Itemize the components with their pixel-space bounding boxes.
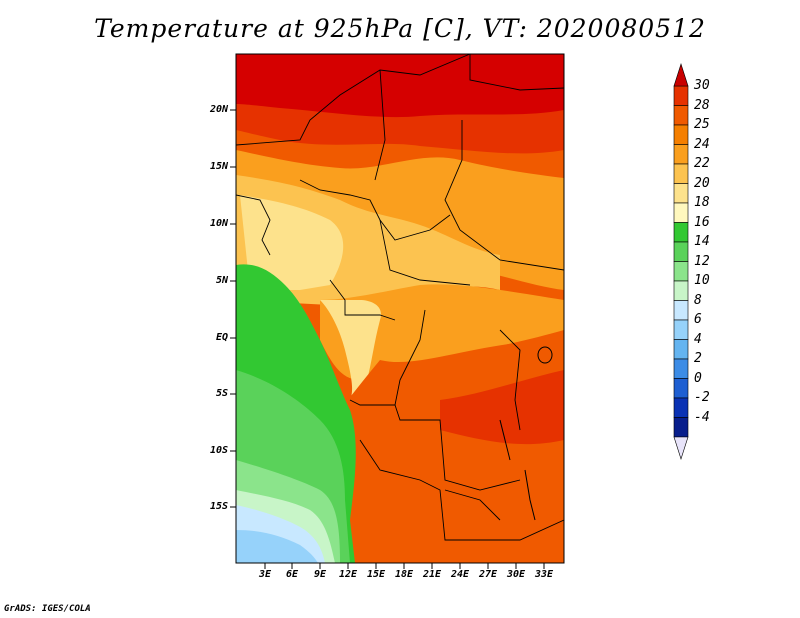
colorbar [673, 63, 689, 460]
lon-label: 6E [285, 569, 299, 580]
lon-label: 27E [478, 569, 498, 580]
colorbar-swatch [673, 105, 689, 126]
colorbar-label: 8 [694, 292, 702, 308]
temperature-field [236, 54, 564, 563]
lon-label: 9E [313, 569, 327, 580]
colorbar-label: -2 [694, 390, 710, 405]
colorbar-swatch [673, 339, 689, 360]
colorbar-swatch [673, 85, 689, 106]
map-title: Temperature at 925hPa [C], VT: 202008051… [94, 14, 706, 43]
country-borders [236, 54, 564, 541]
lon-label: 21E [422, 569, 442, 580]
colorbar-label: 30 [694, 78, 710, 93]
water-bodies [499, 346, 553, 521]
colorbar-label: 10 [694, 273, 710, 288]
lon-label: 24E [450, 569, 470, 580]
colorbar-label: 24 [694, 136, 710, 152]
colorbar-swatch [673, 300, 689, 321]
colorbar-swatch [673, 261, 689, 282]
lon-label: 3E [258, 569, 272, 580]
colorbar-swatch [673, 202, 689, 223]
lon-label: 33E [534, 569, 554, 580]
colorbar-swatch [673, 183, 689, 204]
colorbar-label: 6 [694, 312, 702, 327]
colorbar-swatch [673, 241, 689, 262]
lat-label: 5S [215, 388, 228, 399]
colorbar-label: 0 [694, 370, 702, 386]
lon-label: 30E [506, 569, 526, 580]
colorbar-label: 16 [694, 214, 710, 230]
colorbar-swatch [673, 222, 689, 243]
colorbar-label: 12 [694, 253, 710, 269]
lat-label: 20N [209, 104, 228, 115]
colorbar-tip-bottom [673, 436, 689, 460]
lon-label: 18E [394, 569, 414, 580]
map-frame [235, 53, 565, 564]
colorbar-swatch [673, 397, 689, 418]
lat-label: 5N [215, 275, 228, 286]
colorbar-swatch [673, 358, 689, 379]
colorbar-label: 14 [694, 234, 710, 249]
colorbar-tip-top [673, 63, 689, 87]
colorbar-swatch [673, 280, 689, 301]
colorbar-swatch [673, 144, 689, 165]
colorbar-label: 2 [694, 351, 702, 366]
colorbar-label: 25 [694, 117, 710, 132]
colorbar-label: 22 [694, 156, 710, 171]
lat-label: EQ [215, 332, 228, 343]
colorbar-swatch [673, 417, 689, 438]
colorbar-swatch [673, 378, 689, 399]
lon-label: 15E [366, 569, 386, 580]
lat-label: 15N [209, 161, 228, 172]
credit-text: GrADS: IGES/COLA [4, 604, 91, 614]
lat-label: 10N [209, 218, 228, 229]
colorbar-swatch [673, 124, 689, 145]
colorbar-swatch [673, 163, 689, 184]
colorbar-label: 20 [694, 175, 710, 191]
lat-label: 10S [209, 445, 228, 456]
axis-ticks [230, 109, 545, 569]
colorbar-label: 4 [694, 331, 702, 347]
lat-label: 15S [209, 501, 228, 512]
colorbar-label: 28 [694, 97, 710, 113]
lon-label: 12E [338, 569, 358, 580]
colorbar-label: 18 [694, 195, 710, 210]
colorbar-label: -4 [694, 409, 710, 425]
colorbar-swatch [673, 319, 689, 340]
